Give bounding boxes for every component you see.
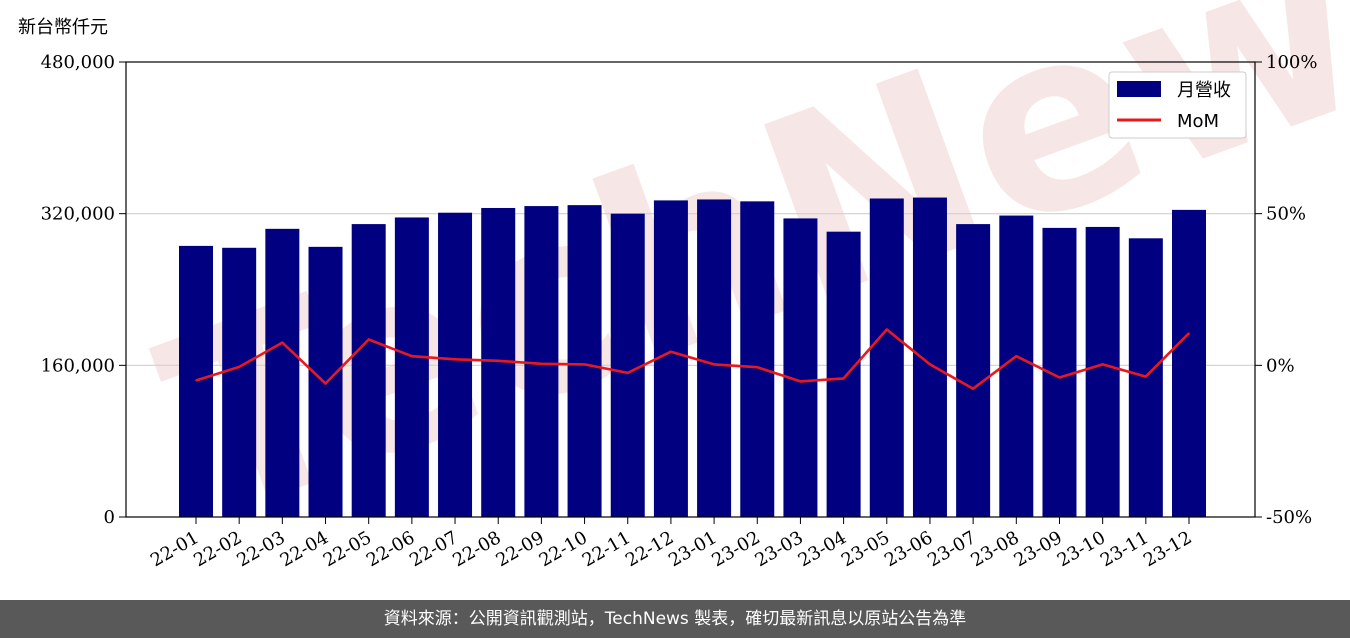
bar [351, 224, 386, 517]
mom-point [842, 377, 845, 380]
bar [265, 228, 300, 518]
x-tick-label: 22-07 [406, 527, 461, 571]
bar [956, 224, 991, 517]
bar [222, 247, 257, 517]
bar [1085, 226, 1120, 517]
x-tick-label: 23-08 [967, 527, 1022, 571]
mom-point [583, 363, 586, 366]
x-tick-label: 23-11 [1097, 527, 1152, 571]
right-tick-label: -50% [1266, 507, 1312, 528]
bar [438, 212, 473, 517]
bar [740, 201, 775, 517]
source-footer: 資料來源：公開資訊觀測站，TechNews 製表，確切最新訊息以原站公告為準 [0, 600, 1350, 638]
mom-line [195, 328, 1190, 391]
mom-point [713, 363, 715, 366]
x-tick-label: 22-10 [536, 527, 591, 571]
left-tick-label: 160,000 [41, 355, 115, 376]
mom-point [929, 363, 931, 366]
mom-point [540, 363, 543, 365]
mom-point [195, 379, 197, 382]
x-tick-label: 23-10 [1054, 527, 1109, 571]
x-tick-label: 23-04 [795, 527, 850, 571]
bar [826, 231, 861, 518]
x-tick-label: 23-06 [881, 527, 936, 571]
mom-point [670, 350, 672, 353]
bar [912, 197, 947, 518]
mom-point [1101, 363, 1104, 366]
left-tick-label: 480,000 [41, 52, 115, 73]
bar [1172, 209, 1206, 517]
legend: 月營收 MoM [1108, 71, 1247, 139]
mom-point [972, 387, 974, 390]
mom-point [324, 382, 327, 385]
legend-swatch-bar [1117, 81, 1161, 97]
left-tick-label: 320,000 [41, 204, 115, 225]
mom-point [367, 338, 370, 341]
mom-point [281, 341, 284, 344]
mom-point [497, 359, 500, 362]
x-tick-label: 22-09 [492, 527, 547, 571]
mom-point [1015, 355, 1018, 358]
legend-label-revenue: 月營收 [1177, 80, 1231, 101]
x-tick-label: 22-08 [449, 527, 504, 571]
x-tick-label: 23-02 [708, 527, 763, 571]
mom-point [626, 372, 629, 374]
mom-point [1188, 332, 1190, 334]
x-tick-label: 23-03 [751, 527, 806, 571]
x-tick-label: 23-12 [1140, 527, 1195, 571]
x-tick-label: 23-05 [838, 527, 893, 571]
x-tick-label: 23-07 [924, 527, 979, 571]
x-tick-label: 22-12 [622, 527, 677, 571]
bar [610, 213, 645, 517]
x-tick-label: 22-11 [579, 527, 634, 571]
bar [783, 218, 818, 517]
x-tick-label: 22-01 [147, 527, 202, 571]
mom-point [454, 358, 456, 361]
bar [394, 217, 429, 518]
mom-point [1145, 375, 1147, 378]
mom-point [1058, 376, 1061, 379]
left-axis: 0 160,000 320,000 480,000 [41, 52, 126, 528]
mom-point [799, 380, 802, 383]
mom-point [885, 328, 888, 331]
legend-label-mom: MoM [1177, 111, 1219, 132]
right-tick-label: 50% [1266, 204, 1306, 225]
right-tick-label: 0% [1266, 355, 1295, 376]
x-tick-label: 22-06 [363, 527, 418, 571]
left-tick-label: 0 [104, 507, 115, 528]
mom-point [411, 355, 413, 358]
x-tick-label: 23-09 [1011, 527, 1066, 571]
plot-frame [125, 61, 1256, 518]
bar-series [179, 197, 1206, 518]
bar [567, 205, 602, 517]
mom-point [756, 366, 759, 368]
bar [524, 206, 559, 518]
mom-point [238, 366, 240, 368]
line-series [195, 328, 1190, 391]
bar [869, 198, 904, 517]
x-tick-label: 23-01 [665, 527, 720, 571]
right-axis: -50% 0% 50% 100% [1255, 52, 1317, 528]
y-axis-unit-label: 新台幣仟元 [18, 17, 108, 38]
bar [179, 245, 213, 518]
right-tick-label: 100% [1266, 52, 1317, 73]
bar [697, 199, 732, 517]
